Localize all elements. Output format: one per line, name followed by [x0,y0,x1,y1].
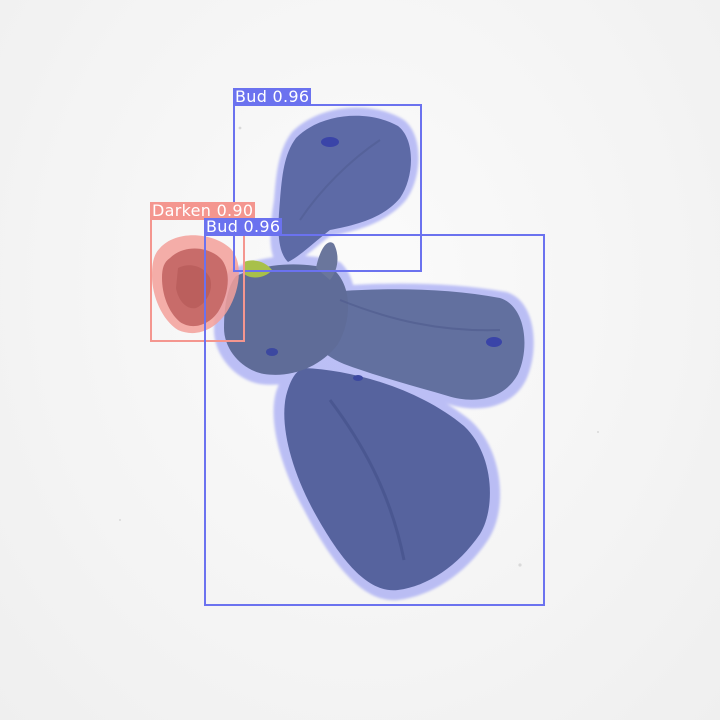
bud-label: Bud 0.96 [204,217,283,236]
darken-mask [152,235,239,334]
darken-label: Darken 0.90 [150,201,256,220]
bud-bounding-box [204,234,545,606]
stem-highlight [244,260,272,278]
bud-bounding-box [233,104,422,272]
bud-mask [224,115,525,591]
bud-label: Bud 0.96 [233,87,312,106]
darken-bounding-box [150,218,245,342]
